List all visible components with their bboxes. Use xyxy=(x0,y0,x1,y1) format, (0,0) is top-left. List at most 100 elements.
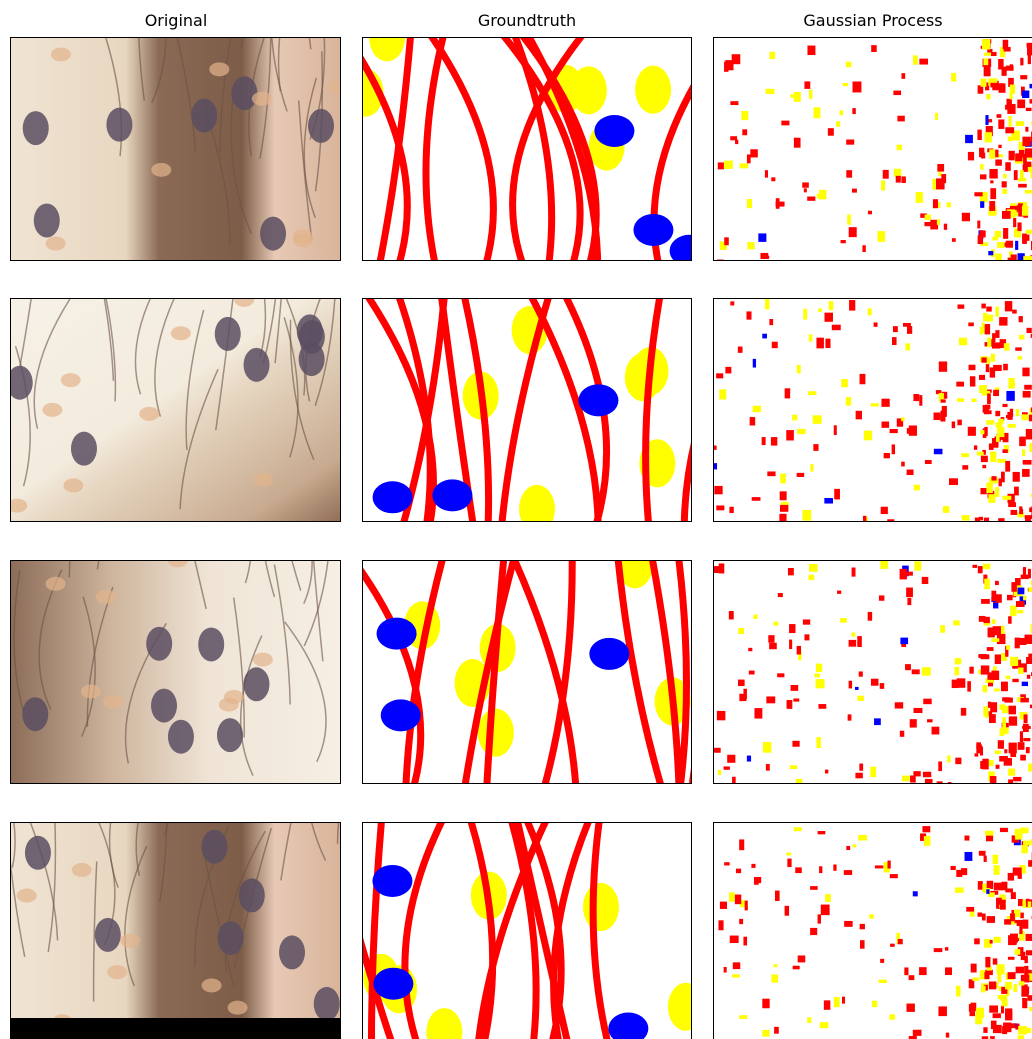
nucleus xyxy=(244,348,270,382)
prediction-pixel xyxy=(719,389,726,399)
prediction-pixel xyxy=(906,572,913,576)
prediction-pixel xyxy=(986,307,991,312)
prediction-pixel xyxy=(846,846,850,850)
prediction-pixel xyxy=(1005,162,1011,171)
prediction-pixel xyxy=(794,827,802,831)
prediction-pixel xyxy=(897,116,904,122)
nucleus xyxy=(95,918,121,952)
prediction-pixel xyxy=(834,425,837,435)
cell-label xyxy=(635,66,671,114)
prediction-pixel xyxy=(919,59,928,65)
prediction-pixel xyxy=(816,338,823,349)
prediction-pixel xyxy=(989,149,995,158)
prediction-pixel xyxy=(1008,957,1015,960)
prediction-pixel xyxy=(852,189,857,193)
prediction-pixel xyxy=(900,638,908,645)
prediction-pixel xyxy=(985,324,990,334)
cell xyxy=(253,473,273,487)
prediction-pixel xyxy=(747,154,751,163)
cell xyxy=(107,965,127,979)
prediction-pixel xyxy=(999,756,1008,762)
prediction-pixel xyxy=(991,638,999,642)
prediction-pixel xyxy=(932,727,940,735)
prediction-pixel xyxy=(982,913,986,920)
prediction-pixel xyxy=(985,405,990,410)
prediction-pixel xyxy=(972,565,977,568)
prediction-pixel xyxy=(995,750,1001,753)
prediction-pixel xyxy=(818,914,821,923)
prediction-pixel xyxy=(716,373,723,378)
prediction-pixel xyxy=(1028,901,1031,907)
prediction-pixel xyxy=(852,632,856,636)
prediction-pixel xyxy=(982,759,988,770)
prediction-pixel xyxy=(849,681,852,689)
prediction-pixel xyxy=(990,188,996,199)
prediction-pixel xyxy=(1023,162,1031,167)
prediction-pixel xyxy=(987,338,991,347)
prediction-pixel xyxy=(881,422,889,428)
prediction-pixel xyxy=(713,566,719,573)
prediction-pixel xyxy=(895,702,903,708)
prediction-pixel xyxy=(824,313,832,322)
prediction-pixel xyxy=(724,862,729,865)
prediction-pixel xyxy=(938,761,942,771)
prediction-pixel xyxy=(957,304,964,308)
prediction-pixel xyxy=(818,308,822,312)
prediction-pixel xyxy=(990,83,998,88)
prediction-pixel xyxy=(995,307,999,317)
cell-label xyxy=(519,485,555,533)
prediction-pixel xyxy=(981,304,985,309)
prediction-pixel xyxy=(995,330,999,338)
prediction-pixel xyxy=(916,192,923,203)
prediction-pixel xyxy=(804,634,809,640)
prediction-pixel xyxy=(747,756,751,762)
prediction-pixel xyxy=(773,964,777,967)
prediction-pixel xyxy=(896,176,901,183)
prediction-pixel xyxy=(983,617,989,623)
prediction-pixel xyxy=(718,920,723,930)
prediction-pixel xyxy=(804,81,810,88)
prediction-pixel xyxy=(1006,645,1010,650)
prediction-pixel xyxy=(857,636,862,647)
prediction-pixel xyxy=(1019,925,1022,935)
nucleus xyxy=(239,878,265,912)
cell xyxy=(234,293,254,307)
prediction-pixel xyxy=(802,510,811,521)
prediction-pixel xyxy=(1001,1006,1004,1014)
cell-label xyxy=(583,883,619,931)
prediction-pixel xyxy=(724,161,733,169)
prediction-pixel xyxy=(906,588,913,598)
prediction-pixel xyxy=(753,406,761,412)
prediction-pixel xyxy=(1015,241,1018,250)
prediction-pixel xyxy=(829,301,834,310)
prediction-pixel xyxy=(999,317,1007,326)
prediction-pixel xyxy=(819,866,822,873)
prediction-pixel xyxy=(1013,777,1021,781)
panel-content xyxy=(339,13,734,266)
prediction-pixel xyxy=(987,647,994,651)
cell xyxy=(293,233,313,247)
prediction-pixel xyxy=(868,612,872,621)
prediction-pixel xyxy=(957,678,966,687)
prediction-pixel xyxy=(747,242,754,249)
prediction-pixel xyxy=(961,868,967,875)
prediction-pixel xyxy=(968,427,976,436)
prediction-pixel xyxy=(981,599,990,604)
prediction-pixel xyxy=(980,488,986,494)
prediction-pixel xyxy=(1008,935,1016,945)
prediction-pixel xyxy=(1006,66,1014,71)
prediction-pixel xyxy=(810,886,818,890)
prediction-pixel xyxy=(762,437,766,445)
prediction-pixel xyxy=(995,231,1001,238)
prediction-pixel xyxy=(808,391,816,395)
prediction-pixel xyxy=(881,507,888,514)
prediction-pixel xyxy=(828,128,834,136)
prediction-pixel xyxy=(934,449,943,455)
prediction-pixel xyxy=(745,901,748,911)
prediction-pixel xyxy=(1002,211,1011,219)
prediction-pixel xyxy=(825,770,828,774)
prediction-pixel xyxy=(1024,966,1028,976)
prediction-pixel xyxy=(988,494,995,503)
prediction-pixel xyxy=(910,719,917,727)
prediction-pixel xyxy=(995,254,1002,261)
